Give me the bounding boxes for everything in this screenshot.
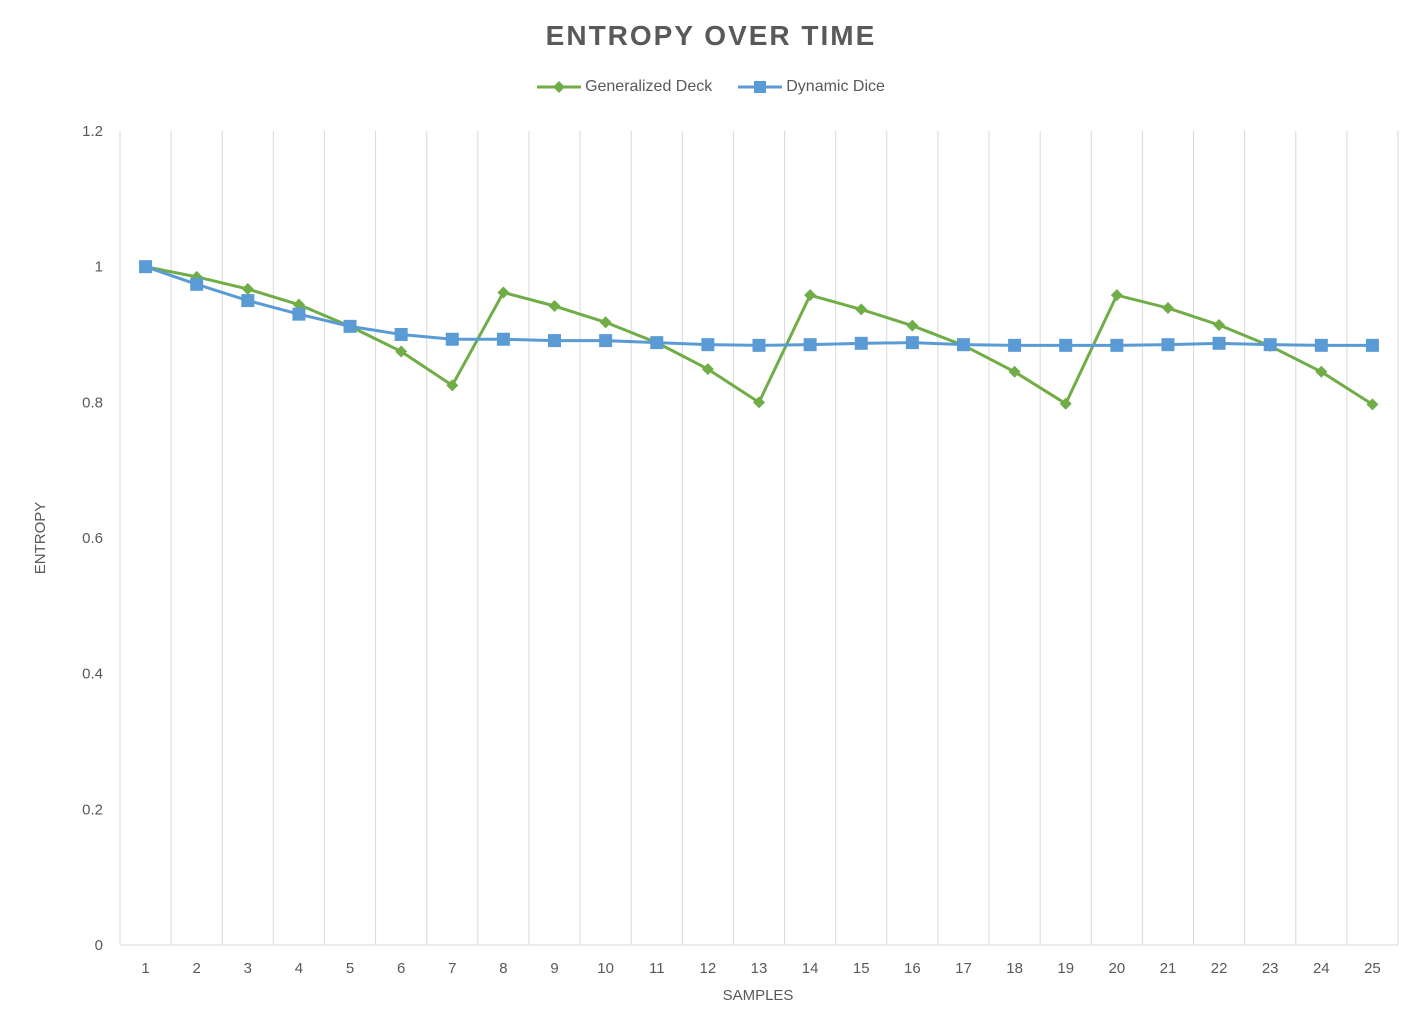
data-point[interactable] (854, 336, 868, 350)
data-point[interactable] (905, 336, 919, 350)
data-point[interactable] (394, 328, 408, 341)
data-point[interactable] (599, 334, 613, 348)
data-point[interactable] (139, 260, 153, 274)
data-point[interactable] (1212, 336, 1226, 350)
legend-swatch-generalized-deck (537, 81, 582, 93)
y-tick-label: 0.6 (82, 530, 103, 547)
data-point[interactable] (292, 307, 306, 321)
series-line (145, 265, 1374, 406)
x-tick-label: 25 (1364, 960, 1381, 977)
x-tick-label: 13 (751, 960, 768, 977)
x-tick-label: 2 (193, 960, 201, 977)
data-point[interactable] (548, 334, 562, 348)
data-point[interactable] (496, 332, 510, 346)
data-point[interactable] (855, 303, 868, 316)
data-point[interactable] (804, 289, 817, 302)
data-point[interactable] (548, 300, 561, 313)
data-point[interactable] (1110, 289, 1123, 302)
y-tick-label: 1.2 (82, 123, 103, 140)
x-tick-label: 16 (904, 960, 921, 977)
x-tick-label: 9 (550, 960, 558, 977)
x-tick-label: 20 (1108, 960, 1125, 977)
data-point[interactable] (1263, 338, 1277, 352)
data-point[interactable] (241, 294, 255, 308)
data-point[interactable] (446, 379, 459, 392)
legend-item-dynamic-dice[interactable]: Dynamic Dice (738, 78, 885, 96)
data-point[interactable] (1161, 338, 1175, 352)
legend-label-generalized-deck: Generalized Deck (585, 78, 713, 95)
x-tick-label: 14 (802, 960, 819, 977)
data-point[interactable] (701, 363, 714, 376)
data-point[interactable] (599, 316, 612, 329)
x-tick-label: 6 (397, 960, 405, 977)
data-point[interactable] (1315, 365, 1328, 378)
x-tick-label: 23 (1262, 960, 1279, 977)
legend-swatch-dynamic-dice (738, 81, 783, 93)
data-point[interactable] (701, 338, 715, 352)
data-point[interactable] (1161, 302, 1174, 315)
legend-label-dynamic-dice: Dynamic Dice (786, 78, 885, 95)
y-tick-label: 0.2 (82, 801, 103, 818)
y-tick-label: 1 (95, 259, 103, 276)
y-tick-label: 0 (95, 937, 103, 954)
x-tick-label: 3 (244, 960, 252, 977)
data-point[interactable] (752, 338, 766, 352)
data-point[interactable] (1110, 338, 1124, 352)
x-tick-label: 12 (700, 960, 717, 977)
data-point[interactable] (803, 338, 817, 352)
x-axis-title: SAMPLES (723, 987, 794, 1004)
data-point[interactable] (445, 332, 459, 346)
data-point[interactable] (1059, 338, 1073, 352)
data-point[interactable] (1314, 338, 1328, 352)
axes: 1 2 3 4 5 6 7 8 9 10 11 12 13 14 15 16 17 18 19 20 21 22 23 24 2… (82, 123, 1398, 977)
x-tick-label: 4 (295, 960, 303, 977)
x-tick-label: 7 (448, 960, 456, 977)
data-point[interactable] (190, 277, 204, 291)
gridlines (119, 131, 1399, 945)
data-point[interactable] (241, 283, 254, 296)
x-tick-label: 21 (1160, 960, 1177, 977)
series-line (145, 265, 1373, 347)
data-point[interactable] (1008, 338, 1022, 352)
x-tick-label: 18 (1006, 960, 1023, 977)
x-tick-label: 10 (597, 960, 614, 977)
data-point[interactable] (753, 396, 765, 409)
series-dynamic-dice (139, 260, 1379, 352)
x-tick-label: 8 (499, 960, 507, 977)
x-tick-label: 24 (1313, 960, 1330, 977)
x-tick-label: 1 (141, 960, 149, 977)
x-tick-label: 5 (346, 960, 354, 977)
data-point[interactable] (1059, 397, 1072, 410)
x-tick-label: 19 (1057, 960, 1074, 977)
data-point[interactable] (956, 338, 970, 352)
data-point[interactable] (343, 319, 357, 333)
data-point[interactable] (906, 319, 919, 332)
chart-title: ENTROPY OVER TIME (545, 20, 877, 51)
data-point[interactable] (650, 336, 664, 350)
x-tick-label: 22 (1211, 960, 1228, 977)
series-generalized-deck (139, 260, 1379, 411)
x-tick-label: 17 (955, 960, 972, 977)
series-layer (139, 260, 1379, 411)
legend-item-generalized-deck[interactable]: Generalized Deck (537, 78, 712, 96)
y-tick-label: 0.4 (82, 666, 103, 683)
data-point[interactable] (1366, 398, 1379, 411)
data-point[interactable] (395, 345, 408, 358)
x-tick-label: 15 (853, 960, 870, 977)
x-tick-label: 11 (649, 960, 665, 977)
y-axis-title: ENTROPY (32, 502, 49, 575)
data-point[interactable] (497, 286, 510, 299)
legend: Generalized Deck Dynamic Dice (0, 78, 1422, 96)
y-tick-label: 0.8 (82, 394, 103, 411)
data-point[interactable] (1365, 338, 1379, 352)
data-point[interactable] (1213, 319, 1226, 332)
data-point[interactable] (1008, 365, 1021, 378)
